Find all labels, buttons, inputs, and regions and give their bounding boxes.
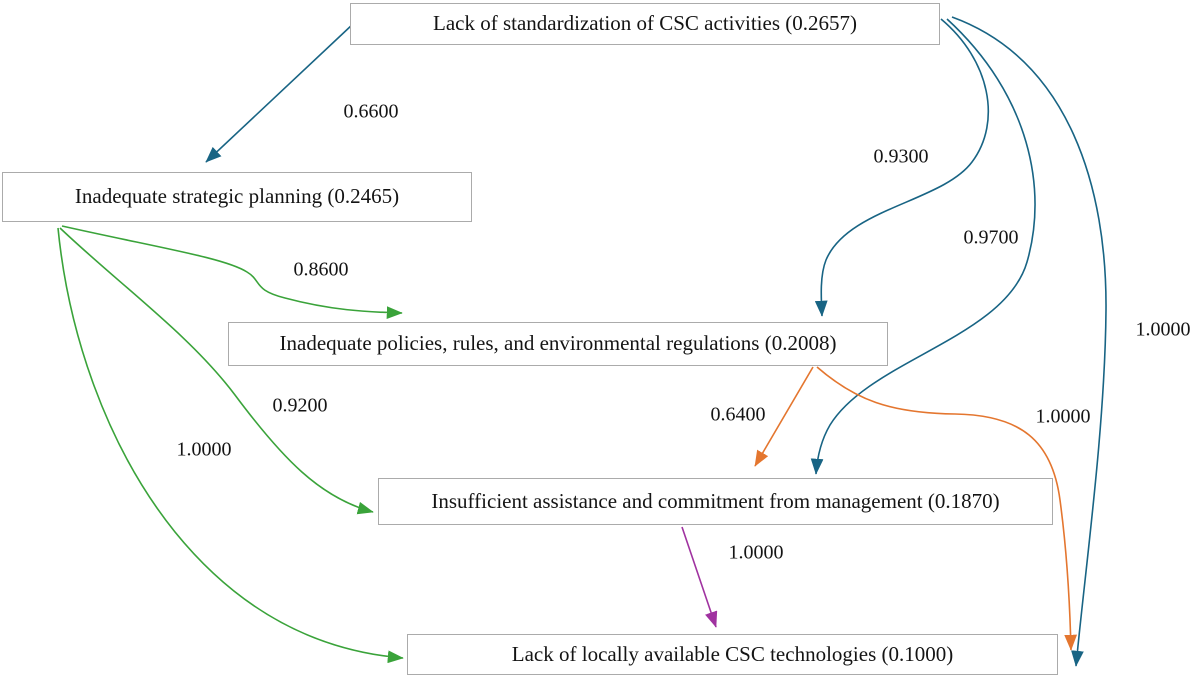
edge-weight-label-planning-technologies: 1.0000 (176, 438, 232, 461)
edge-weight-label-policies-technologies: 1.0000 (1035, 405, 1091, 428)
node-insufficient-assistance: Insufficient assistance and commitment f… (378, 478, 1053, 525)
edge-arrow-planning-policies (61, 225, 403, 319)
edge-arrow-standardization-technologies (951, 16, 1107, 667)
edge-arrow-planning-management (59, 227, 374, 515)
edge-weight-label-standardization-management: 0.9700 (963, 226, 1019, 249)
node-lack-of-standardization: Lack of standardization of CSC activitie… (350, 3, 940, 45)
edge-arrow-standardization-policies (814, 18, 990, 317)
node-inadequate-strategic-planning: Inadequate strategic planning (0.2465) (2, 172, 472, 222)
edge-weight-label-standardization-policies: 0.9300 (873, 145, 929, 168)
edge-arrow-standardization-management (810, 18, 1036, 475)
node-inadequate-policies: Inadequate policies, rules, and environm… (228, 322, 888, 366)
edge-weight-label-standardization-technologies: 1.0000 (1135, 318, 1191, 341)
edge-arrow-policies-technologies (816, 366, 1078, 651)
edge-weight-label-planning-policies: 0.8600 (293, 258, 349, 281)
edge-arrow-planning-technologies (57, 227, 404, 664)
edge-weight-label-planning-management: 0.9200 (272, 394, 328, 417)
edge-weight-label-standardization-planning: 0.6600 (343, 100, 399, 123)
edge-arrow-standardization-planning (205, 23, 354, 163)
edge-weight-label-policies-management: 0.6400 (710, 403, 766, 426)
node-lack-of-technologies: Lack of locally available CSC technologi… (407, 634, 1058, 675)
edge-weight-label-management-technologies: 1.0000 (728, 541, 784, 564)
edge-arrow-management-technologies (681, 526, 718, 628)
edge-arrow-policies-management (754, 366, 814, 467)
